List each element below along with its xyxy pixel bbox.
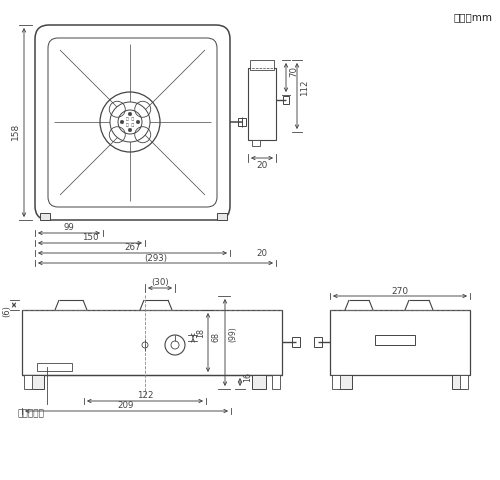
Bar — [452, 375, 466, 389]
Circle shape — [110, 102, 150, 142]
Text: (293): (293) — [144, 253, 167, 263]
Text: ず  め: ず め — [126, 117, 134, 121]
Bar — [22, 310, 282, 375]
Bar — [338, 375, 352, 389]
Bar — [332, 375, 340, 389]
FancyBboxPatch shape — [48, 38, 217, 207]
Bar — [272, 375, 280, 389]
Text: 68: 68 — [212, 333, 220, 343]
Bar — [238, 118, 246, 126]
Bar — [460, 375, 468, 389]
Text: 20: 20 — [256, 249, 268, 257]
Text: 267: 267 — [124, 243, 141, 252]
Text: 270: 270 — [392, 287, 408, 296]
Text: 表示パネル: 表示パネル — [17, 409, 44, 418]
Bar — [314, 337, 322, 347]
Bar — [30, 375, 44, 389]
Text: 単位：mm: 単位：mm — [454, 12, 493, 22]
Circle shape — [120, 120, 124, 124]
Text: 99: 99 — [64, 224, 74, 232]
Bar — [375, 335, 415, 345]
Bar — [250, 60, 274, 70]
Text: 209: 209 — [118, 401, 134, 410]
Bar — [283, 96, 289, 104]
Circle shape — [128, 112, 132, 116]
Bar — [248, 68, 276, 140]
Text: オ  ク: オ ク — [126, 123, 134, 127]
Circle shape — [136, 120, 140, 124]
Bar — [37, 363, 72, 371]
Text: 16: 16 — [244, 372, 252, 382]
Text: 150: 150 — [82, 233, 98, 242]
Text: 20: 20 — [256, 161, 268, 170]
Bar — [217, 213, 227, 220]
Bar — [24, 375, 32, 389]
Text: 18: 18 — [196, 328, 205, 338]
Circle shape — [128, 128, 132, 132]
Text: (99): (99) — [228, 327, 237, 343]
Text: 158: 158 — [10, 122, 20, 140]
Text: (6): (6) — [2, 305, 12, 317]
FancyBboxPatch shape — [35, 25, 230, 220]
Bar — [292, 337, 300, 347]
Bar — [252, 375, 266, 389]
Text: 112: 112 — [300, 80, 310, 96]
Text: 122: 122 — [137, 392, 153, 400]
Text: 70: 70 — [290, 66, 298, 77]
Bar — [252, 140, 260, 146]
Bar — [40, 213, 50, 220]
Text: (30): (30) — [151, 278, 169, 288]
Bar — [330, 310, 470, 375]
